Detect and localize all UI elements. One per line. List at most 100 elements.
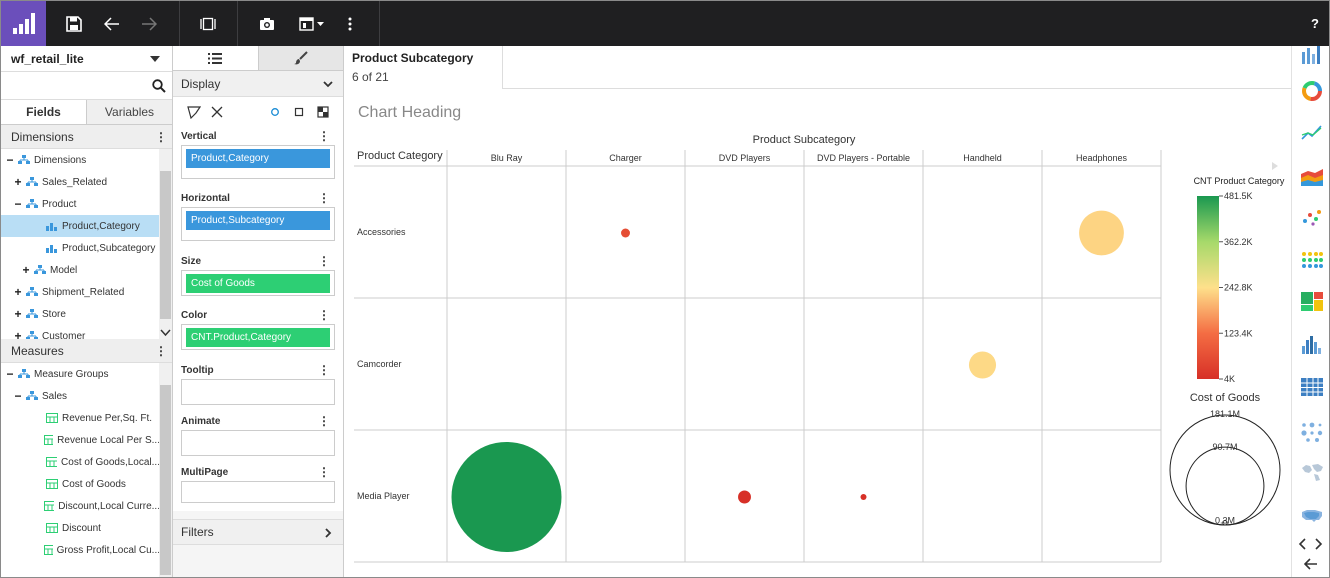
tree-item[interactable]: Revenue Per,Sq. Ft. [1,407,160,429]
tab-fields[interactable]: Fields [1,100,87,124]
color-dropzone[interactable]: CNT.Product,Category [181,324,335,350]
kebab-icon[interactable]: ⋮ [318,363,330,377]
checker-shape-icon[interactable] [317,106,329,118]
size-dropzone[interactable]: Cost of Goods [181,270,335,296]
datasource-selector[interactable]: wf_retail_lite [1,46,172,72]
horizontal-field-pill[interactable]: Product,Subcategory [186,211,330,230]
tree-item[interactable]: Product,Category [1,215,160,237]
tree-item[interactable]: Discount,Local Curre... [1,495,160,517]
tree-item[interactable]: − Sales [1,385,160,407]
square-shape-icon[interactable] [294,107,304,117]
collapse-icon[interactable]: − [6,367,14,381]
bubble-mark[interactable] [621,228,630,238]
multipage-dropzone[interactable] [181,481,335,503]
collapse-icon[interactable]: − [6,153,14,167]
close-icon[interactable] [210,105,224,119]
expand-icon[interactable]: + [22,263,30,277]
size-field-pill[interactable]: Cost of Goods [186,274,330,293]
collapse-arrow-icon[interactable] [1304,558,1318,570]
bubble-mark[interactable] [860,494,867,500]
tree-item[interactable]: Cost of Goods [1,473,160,495]
bubble-grid-icon[interactable] [1300,421,1324,443]
tree-item[interactable]: − Dimensions [1,149,160,171]
kebab-icon[interactable]: ⋮ [318,414,330,428]
bubble-mark[interactable] [968,351,997,379]
tab-query[interactable] [173,46,259,70]
kebab-icon[interactable]: ⋮ [155,129,167,144]
tree-item[interactable]: Discount [1,517,160,539]
table-icon[interactable] [1300,376,1324,398]
matrix-chart-icon[interactable] [1300,249,1324,271]
kebab-icon[interactable]: ⋮ [318,308,330,322]
tooltip-dropzone[interactable] [181,379,335,405]
expand-icon[interactable]: + [14,307,22,321]
chart-title[interactable]: Chart Heading [358,104,461,121]
bubble-mark[interactable] [738,490,751,504]
undo-button[interactable] [94,1,130,46]
kebab-icon[interactable]: ⋮ [318,465,330,479]
bubble-mark[interactable] [451,442,562,552]
measures-scrollbar[interactable] [159,363,172,577]
area-chart-icon[interactable] [1300,166,1324,188]
page-count[interactable]: 6 of 21 [352,70,389,84]
filters-section-header[interactable]: Filters [173,519,343,545]
kebab-icon[interactable]: ⋮ [318,129,330,143]
tree-item[interactable]: − Measure Groups [1,363,160,385]
lasso-icon[interactable] [187,105,201,119]
bubble-mark[interactable] [1079,210,1124,256]
tree-item[interactable]: Product,Subcategory [1,237,160,259]
scatter-chart-icon[interactable] [1300,206,1324,228]
measures-header[interactable]: Measures ⋮ [1,339,172,363]
tree-item[interactable]: Gross Profit,Local Cu... [1,539,160,561]
tree-item[interactable]: + Store [1,303,160,325]
expand-icon[interactable]: + [14,285,22,299]
histogram-icon[interactable] [1300,334,1324,356]
expand-icon[interactable]: + [14,175,22,189]
redo-button[interactable] [131,1,167,46]
kebab-icon[interactable]: ⋮ [318,254,330,268]
line-chart-icon[interactable] [1300,121,1324,143]
search-icon[interactable] [152,79,166,93]
color-field-pill[interactable]: CNT.Product,Category [186,328,330,347]
kebab-icon[interactable]: ⋮ [318,191,330,205]
legend-expand-icon[interactable] [1272,162,1278,170]
help-button[interactable]: ? [1311,16,1319,31]
dimensions-scrollbar[interactable] [159,149,172,339]
display-section-header[interactable]: Display [173,71,343,97]
tree-item[interactable]: + Sales_Related [1,171,160,193]
world-map-icon[interactable] [1300,461,1324,483]
tree-item[interactable]: + Model [1,259,160,281]
presentation-button[interactable] [190,1,226,46]
tree-item[interactable]: Revenue Local Per S... [1,429,160,451]
collapse-icon[interactable]: − [14,197,22,211]
layout-menu-button[interactable] [291,1,333,46]
kebab-icon[interactable]: ⋮ [155,343,167,358]
tree-item[interactable]: Cost of Goods,Local... [1,451,160,473]
bar-chart-icon[interactable] [1300,44,1324,66]
app-logo[interactable] [1,1,46,46]
circle-shape-icon[interactable] [270,107,280,117]
tree-item[interactable]: − Product [1,193,160,215]
scrollbar-thumb[interactable] [160,385,171,575]
vertical-dropzone[interactable]: Product,Category [181,145,335,179]
expand-icon[interactable]: + [14,329,22,343]
save-button[interactable] [56,1,92,46]
treemap-icon[interactable] [1300,291,1324,313]
horizontal-dropzone[interactable]: Product,Subcategory [181,207,335,241]
chevron-down-icon[interactable] [160,329,171,337]
snapshot-button[interactable] [249,1,285,46]
palette-scroll-arrows[interactable] [1296,538,1326,550]
us-map-icon[interactable] [1300,504,1324,526]
ring-chart-icon[interactable] [1300,80,1324,102]
more-options-button[interactable] [332,1,368,46]
field-search[interactable] [1,72,172,100]
collapse-icon[interactable]: − [14,389,22,403]
tree-item[interactable]: + Shipment_Related [1,281,160,303]
tab-variables[interactable]: Variables [87,100,172,124]
vertical-field-pill[interactable]: Product,Category [186,149,330,168]
dimensions-header[interactable]: Dimensions ⋮ [1,125,172,149]
scrollbar-thumb[interactable] [160,171,171,319]
tree-item[interactable]: + Customer [1,325,160,347]
animate-dropzone[interactable] [181,430,335,456]
tab-format[interactable] [258,46,343,70]
